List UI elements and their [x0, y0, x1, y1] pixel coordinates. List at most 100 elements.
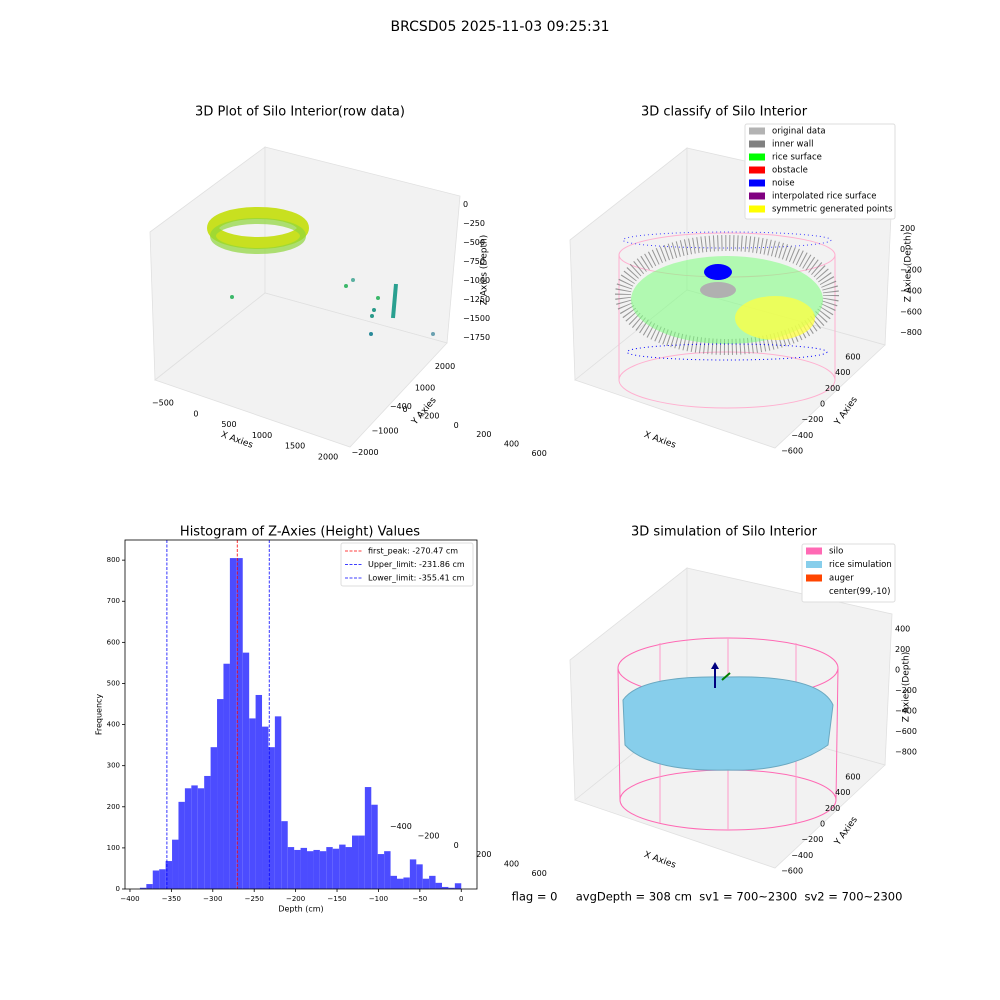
silo-wire: [617, 667, 621, 801]
y-tick-label: 1000: [415, 384, 435, 393]
legend-swatch: [749, 179, 765, 187]
z-tick-label: 200: [895, 645, 910, 654]
bar: [307, 851, 314, 889]
z-tick-label: 0: [463, 200, 468, 209]
x-tick-label: 400: [504, 440, 519, 449]
z-tick-label: −1250: [463, 295, 490, 304]
y-tick-label: 600: [845, 772, 860, 781]
figure-title: BRCSD05 2025-11-03 09:25:31: [390, 19, 609, 35]
bar: [364, 787, 372, 889]
legend-swatch: [749, 166, 765, 174]
bar: [236, 558, 243, 889]
auger: [721, 672, 731, 681]
bar: [300, 847, 308, 889]
legend-label: center(99,-10): [829, 587, 890, 597]
y-tick-label: 200: [107, 803, 120, 811]
y-tick-label: 600: [845, 352, 860, 361]
status-footer: flag = 0 avgDepth = 308 cm sv1 = 700~230…: [512, 890, 903, 904]
y-tick-label: 200: [825, 384, 840, 393]
x-tick-label: 600: [532, 869, 547, 878]
silo-wire: [835, 667, 839, 801]
z-axis-label: Z Axies (Depth): [902, 652, 912, 723]
x-tick-label: 500: [221, 420, 236, 429]
point: [431, 332, 435, 336]
x-tick-label: −400: [390, 822, 412, 831]
z-tick-label: −750: [463, 257, 485, 266]
subplot-title: 3D simulation of Silo Interior: [631, 525, 818, 540]
y-tick-label: 100: [107, 844, 120, 852]
subplot-title: 3D classify of Silo Interior: [641, 105, 808, 120]
x-tick-label: 0: [459, 895, 463, 903]
z-tick-label: −200: [895, 686, 917, 695]
bar: [384, 851, 391, 889]
bar: [184, 788, 192, 889]
legend-label: obstacle: [772, 166, 808, 176]
y-tick-label: 700: [107, 597, 120, 605]
point: [344, 284, 348, 288]
bar: [429, 875, 436, 889]
x-tick-label: 600: [532, 449, 547, 458]
x-tick-label: 0: [193, 409, 198, 418]
bar: [441, 886, 449, 889]
legend-label: noise: [772, 179, 795, 189]
y-tick-label: 400: [835, 368, 850, 377]
bar: [358, 835, 365, 889]
x-axis-label: Depth (cm): [278, 905, 323, 914]
x-tick-label: 400: [504, 860, 519, 869]
x-tick-label: −350: [162, 895, 181, 903]
bar: [152, 870, 160, 889]
x-tick-label: −400: [390, 402, 412, 411]
bar: [262, 726, 269, 889]
legend-swatch: [806, 574, 822, 582]
bar: [255, 694, 263, 889]
x-tick-label: 200: [476, 430, 491, 439]
z-tick-label: 0: [895, 666, 900, 675]
original-points: [700, 282, 736, 298]
bar: [146, 884, 153, 889]
bar: [416, 864, 423, 889]
y-tick-label: −600: [781, 447, 803, 456]
bar: [229, 558, 237, 889]
x-tick-label: −500: [152, 399, 174, 408]
legend-label: rice simulation: [829, 560, 892, 570]
subplot-title: 3D Plot of Silo Interior(row data): [195, 105, 405, 120]
bar: [165, 861, 173, 889]
x-tick-label: −200: [418, 832, 440, 841]
z-tick-label: −1750: [463, 333, 490, 342]
bar: [403, 877, 410, 889]
bar: [274, 716, 282, 889]
z-tick-label: −500: [463, 238, 485, 247]
x-tick-label: −50: [412, 895, 427, 903]
bar: [223, 663, 230, 889]
bar: [377, 854, 385, 889]
x-tick-label: −150: [327, 895, 346, 903]
x-tick-label: 2000: [318, 452, 338, 461]
z-tick-label: 0: [900, 245, 905, 254]
bar: [345, 847, 353, 889]
x-tick-label: −200: [418, 412, 440, 421]
rice-simulation: [622, 676, 834, 771]
bar: [159, 869, 166, 889]
y-axis-label: Frequency: [95, 694, 104, 736]
z-tick-label: −1500: [463, 314, 490, 323]
legend-swatch: [749, 140, 765, 148]
z-tick-label: 200: [900, 224, 915, 233]
legend-label: first_peak: -270.47 cm: [368, 547, 458, 556]
y-tick-label: 600: [107, 638, 120, 646]
noise-ring: [626, 343, 828, 361]
point: [230, 295, 234, 299]
legend-label: interpolated rice surface: [772, 192, 877, 202]
point-ring: [210, 218, 306, 254]
z-tick-label: −800: [895, 747, 917, 756]
legend-label: auger: [829, 574, 854, 584]
x-tick-label: −300: [203, 895, 222, 903]
legend-label: symmetric generated points: [772, 205, 893, 215]
legend-box: [801, 543, 896, 603]
bar: [409, 859, 417, 889]
bar: [422, 878, 430, 889]
legend-label: Upper_limit: -231.86 cm: [368, 560, 465, 569]
bar: [396, 878, 404, 889]
x-tick-label: 0: [454, 841, 459, 850]
y-tick-label: 400: [107, 721, 120, 729]
